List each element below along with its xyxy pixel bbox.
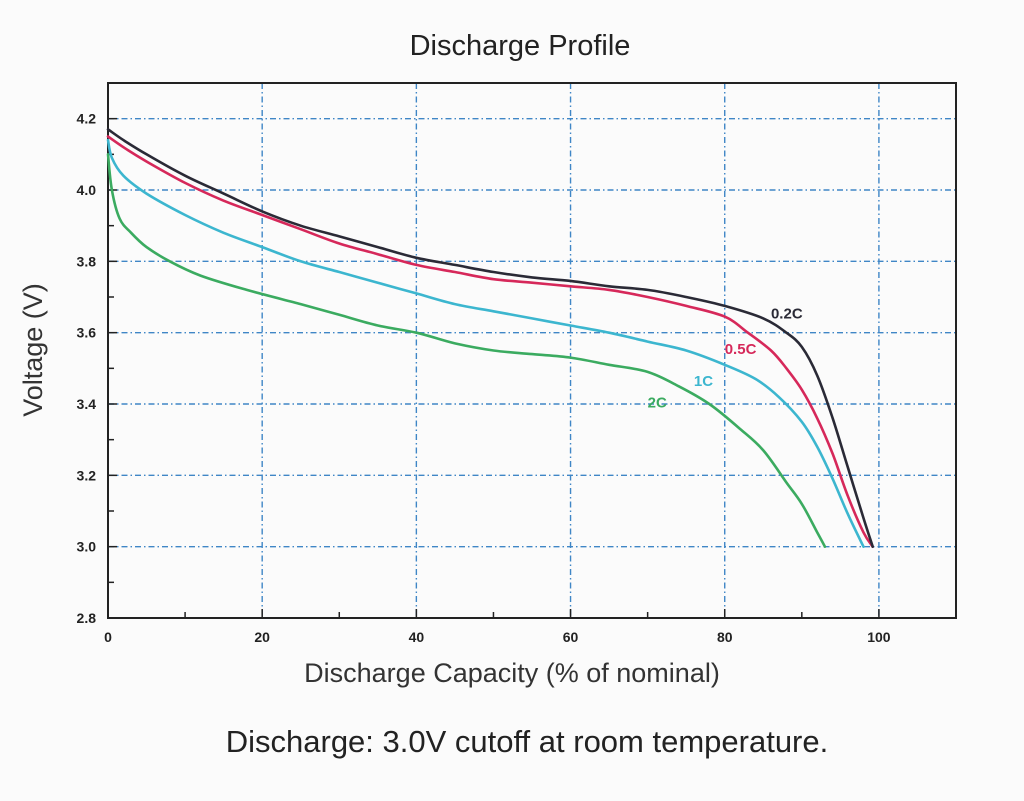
series-labels: 0.2C 0.5C 1C 2C	[648, 305, 803, 411]
x-tick-label: 0	[104, 629, 112, 645]
chart-title: Discharge Profile	[410, 30, 631, 62]
y-tick-label: 3.6	[77, 325, 97, 341]
x-tick-label: 20	[254, 629, 270, 645]
series-lines	[106, 128, 874, 548]
y-tick-labels: 2.8 3.0 3.2 3.4 3.6 3.8 4.0 4.2	[77, 111, 97, 626]
y-tick-label: 3.4	[77, 396, 97, 412]
series-label-2c: 2C	[648, 395, 667, 412]
axis-ticks	[107, 117, 880, 619]
y-tick-label: 4.0	[77, 182, 97, 198]
grid-lines	[108, 83, 956, 618]
y-tick-label: 3.0	[77, 539, 97, 555]
x-tick-label: 40	[409, 629, 425, 645]
series-label-0-5c: 0.5C	[725, 341, 757, 358]
y-tick-label: 3.2	[77, 467, 97, 483]
series-line-0-2c	[106, 128, 874, 548]
x-axis-label: Discharge Capacity (% of nominal)	[304, 658, 720, 688]
y-tick-label: 2.8	[77, 610, 97, 626]
x-tick-label: 100	[867, 629, 891, 645]
series-line-1c	[106, 138, 865, 548]
x-tick-labels: 0 20 40 60 80 100	[104, 629, 891, 645]
y-tick-label: 3.8	[77, 253, 97, 269]
chart-caption: Discharge: 3.0V cutoff at room temperatu…	[226, 724, 829, 759]
series-label-0-2c: 0.2C	[771, 305, 803, 322]
x-tick-label: 60	[563, 629, 579, 645]
y-axis-label: Voltage (V)	[18, 283, 48, 417]
x-tick-label: 80	[717, 629, 733, 645]
series-label-1c: 1C	[694, 373, 713, 390]
series-line-0-5c	[106, 135, 874, 548]
y-tick-label: 4.2	[77, 111, 97, 127]
plot-frame	[107, 82, 957, 619]
series-line-2c	[106, 153, 827, 548]
